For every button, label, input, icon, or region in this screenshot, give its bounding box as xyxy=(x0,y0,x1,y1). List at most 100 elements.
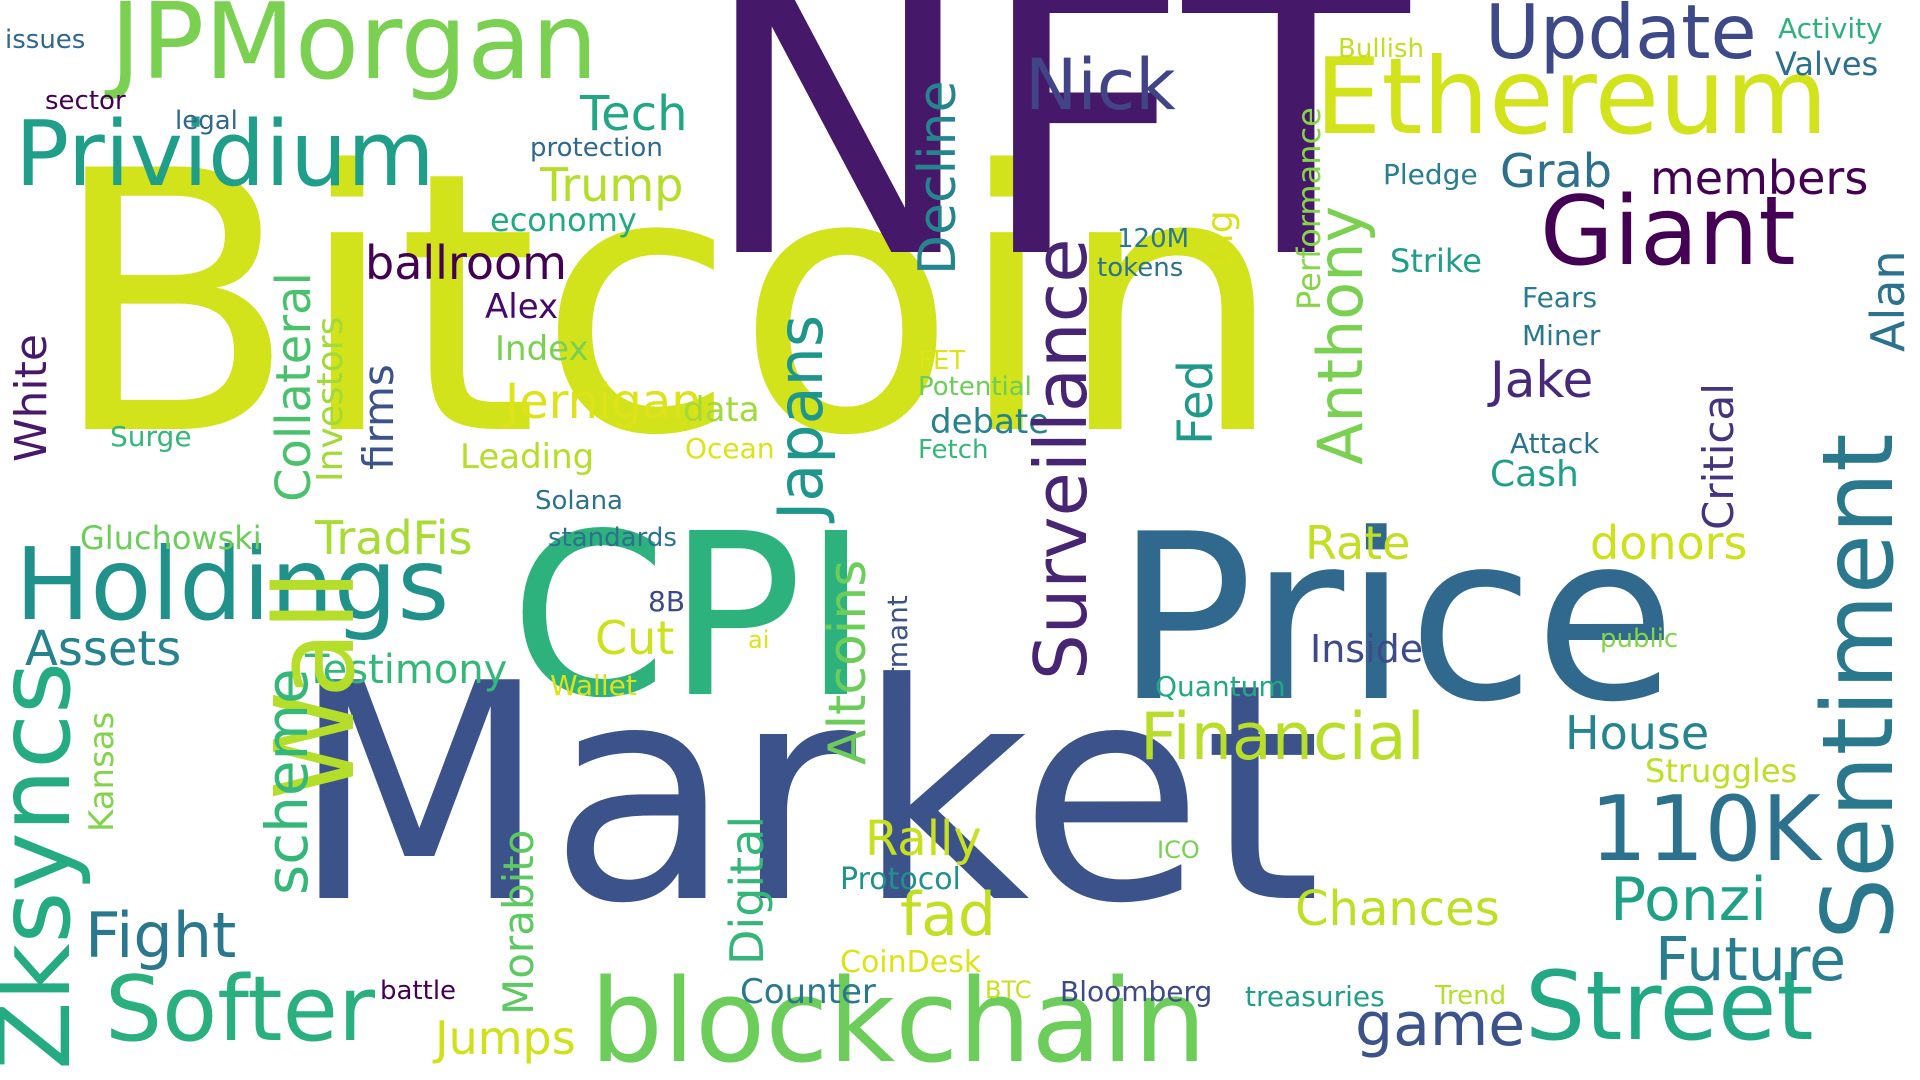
word-giant: Giant xyxy=(1540,177,1796,287)
word-fed: Fed xyxy=(1168,360,1224,445)
word-strike: Strike xyxy=(1390,242,1482,280)
word-surveillance: Surveillance xyxy=(1019,238,1103,681)
word-ico: ICO xyxy=(1157,836,1200,864)
word-fetch: Fetch xyxy=(918,435,989,465)
word-grab: Grab xyxy=(1500,144,1612,198)
word-alan: Alan xyxy=(1861,250,1915,352)
word-potential: Potential xyxy=(918,372,1032,402)
word-debate: debate xyxy=(930,402,1050,442)
word-future: Future xyxy=(1655,925,1847,995)
word-trump: Trump xyxy=(540,158,684,212)
word-financial: Financial xyxy=(1140,700,1425,775)
word-big: Jernigan xyxy=(505,374,702,430)
word-counter: Counter xyxy=(740,972,876,1012)
word-market: Market xyxy=(290,620,1322,969)
word-battle: battle xyxy=(380,976,457,1006)
word-data: data xyxy=(683,390,760,430)
word-public: public xyxy=(1600,624,1679,654)
word-dormant: Dormant xyxy=(881,595,914,718)
word-investors: Investors xyxy=(310,316,351,482)
word-rate: Rate xyxy=(1305,516,1411,570)
word-ponzi: Ponzi xyxy=(1610,865,1767,935)
word-economy: economy xyxy=(490,201,637,239)
word-chances: Chances xyxy=(1295,881,1500,937)
word-firms: firms xyxy=(354,364,403,470)
word-japans: Japans xyxy=(764,314,837,520)
word-rally: Rally xyxy=(865,811,982,867)
word-price: Price xyxy=(1115,486,1677,753)
word-zksyncs: Zksyncs xyxy=(0,661,93,1070)
word-coindesk: CoinDesk xyxy=(840,945,982,980)
word-blockchain: blockchain xyxy=(590,955,1207,1080)
word-jake: Jake xyxy=(1490,351,1594,409)
word-110k: 110K xyxy=(1590,777,1821,882)
word-ethereum: Ethereum xyxy=(1315,36,1828,158)
word-altcoins: Altcoins xyxy=(818,559,878,765)
word-tokens: tokens xyxy=(1097,253,1184,283)
word-valves: Valves xyxy=(1775,45,1879,83)
word-120m: 120M xyxy=(1117,224,1190,254)
word-digital: Digital xyxy=(720,815,774,965)
word-treasuries: treasuries xyxy=(1245,980,1385,1013)
word-8b: 8B xyxy=(648,585,686,618)
word-decline: Decline xyxy=(908,80,968,275)
word-morabito: Morabito xyxy=(494,829,543,1015)
word-prividium: Prividium xyxy=(15,102,435,207)
word-update: Update xyxy=(1485,0,1757,76)
word-kansas: Kansas xyxy=(82,711,122,832)
word-index: Index xyxy=(495,329,589,369)
word-protocol: Protocol xyxy=(840,862,961,897)
word-solana: Solana xyxy=(535,486,623,516)
word-fears: Fears xyxy=(1522,281,1598,314)
word-sector: sector xyxy=(45,86,126,116)
word-performance: Performance xyxy=(1290,107,1328,310)
word-jumps: Jumps xyxy=(435,1011,576,1065)
word-tradfis: TradFis xyxy=(315,511,473,565)
word-btc: BTC xyxy=(985,976,1032,1004)
word-bullish: Bullish xyxy=(1338,34,1425,64)
word-house: House xyxy=(1565,706,1710,760)
word-struggles: Struggles xyxy=(1645,752,1798,790)
word-sentiment: Sentiment xyxy=(1802,433,1916,940)
word-attack: Attack xyxy=(1510,427,1600,460)
word-holdings: Holdings xyxy=(15,526,450,643)
word-surge: Surge xyxy=(110,420,192,453)
word-street: Street xyxy=(1525,952,1814,1062)
word-testimony: Big xyxy=(1200,210,1241,268)
word-critical: Critical xyxy=(1694,383,1743,530)
word-scheme: scheme xyxy=(253,668,321,895)
word-legal: legal xyxy=(175,106,238,136)
word-cpi: CPI xyxy=(510,486,870,748)
word-assets: Assets xyxy=(25,621,182,677)
word-trend: Trend xyxy=(1435,981,1507,1011)
word-issues: issues xyxy=(5,25,86,55)
word-gluchowski: Gluchowski xyxy=(80,519,262,557)
word-fight: Fight xyxy=(85,899,237,972)
word-nick: Nick xyxy=(1025,44,1176,126)
word-pledge: Pledge xyxy=(1383,158,1478,191)
word-tech: Tech xyxy=(580,86,688,142)
word-wallet: Wallet xyxy=(550,669,637,702)
word-jpmorgan: JPMorgan xyxy=(110,0,598,103)
word-bloomberg: Bloomberg xyxy=(1060,975,1213,1008)
word-game: game xyxy=(1355,990,1526,1060)
word-donors: donors xyxy=(1590,516,1748,570)
word-jernigan: Testimony xyxy=(305,647,508,693)
word-ai: ai xyxy=(748,626,770,654)
word-softer: Softer xyxy=(105,957,375,1062)
word-bitcoin: Bitcoin xyxy=(50,95,1285,514)
word-white: White xyxy=(6,334,57,462)
word-standards: standards xyxy=(548,523,677,553)
word-inside: Inside xyxy=(1310,627,1424,671)
word-protection: protection xyxy=(530,133,663,163)
word-cut: Cut xyxy=(595,611,675,665)
word-fad: fad xyxy=(900,880,996,950)
word-activity: Activity xyxy=(1778,12,1883,45)
word-members: members xyxy=(1650,151,1869,205)
word-fet: FET xyxy=(918,346,966,376)
word-ballroom: ballroom xyxy=(365,236,567,290)
word-quantum: Quantum xyxy=(1155,670,1286,703)
word-miner: Miner xyxy=(1522,319,1601,352)
word-ocean: Ocean xyxy=(685,432,775,465)
word-cash: Cash xyxy=(1490,454,1579,495)
